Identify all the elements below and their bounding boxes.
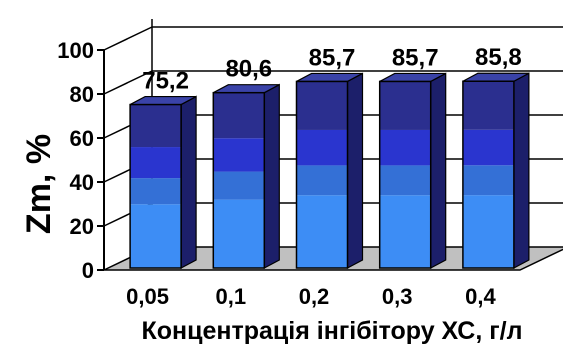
- bar-band: [296, 81, 348, 130]
- bar-band: [379, 165, 431, 196]
- data-label: 80,6: [225, 56, 272, 83]
- bar-band: [379, 195, 431, 268]
- bar-band: [296, 195, 348, 268]
- x-axis-title: Концентрація інгібітору ХС, г/л: [142, 317, 523, 345]
- bar-side: [346, 72, 364, 269]
- x-tick-label: 0,2: [299, 284, 330, 309]
- bar-side: [180, 95, 197, 269]
- data-label: 85,8: [475, 44, 522, 71]
- bar-band: [213, 199, 265, 268]
- bar-side: [263, 83, 280, 269]
- bar-band: [130, 178, 182, 205]
- gridline-side: [103, 70, 153, 95]
- bar-outline: [212, 91, 266, 269]
- y-tick-label: 0: [82, 258, 94, 283]
- bar-side: [513, 72, 530, 269]
- data-labels: 75,2 80,6 85,7 85,7 85,8: [142, 44, 522, 94]
- bar: [212, 83, 280, 269]
- bar-band: [213, 92, 265, 139]
- bar: [129, 95, 197, 269]
- bar-band: [462, 195, 514, 268]
- data-label: 85,7: [392, 44, 439, 71]
- bar-band: [462, 81, 514, 130]
- data-label: 85,7: [309, 44, 356, 71]
- y-tick-label: 20: [70, 214, 94, 239]
- bar-outline: [129, 103, 182, 269]
- bar: [462, 72, 530, 269]
- x-tick-label: 0,05: [126, 284, 169, 309]
- bar-band: [213, 138, 265, 172]
- gridline-side: [103, 26, 153, 51]
- bar-band: [296, 129, 348, 166]
- bar-band: [379, 81, 431, 130]
- bar-band: [130, 147, 182, 179]
- bar-band: [130, 204, 182, 268]
- bar-band: [296, 165, 348, 196]
- bar-side: [430, 72, 447, 269]
- bar-outline: [295, 80, 349, 269]
- bar: [295, 72, 364, 269]
- bar-outline: [378, 80, 432, 269]
- bar-band: [379, 129, 431, 166]
- x-tick-label: 0,3: [382, 284, 413, 309]
- y-tick-label: 40: [70, 170, 94, 195]
- bar-band: [213, 171, 265, 200]
- bars: [129, 72, 530, 269]
- bar-band: [130, 104, 182, 148]
- y-axis: [97, 49, 105, 271]
- x-tick-labels: 0,05 0,1 0,2 0,3 0,4: [126, 284, 496, 309]
- bar-outline: [462, 80, 515, 269]
- x-tick-label: 0,4: [465, 284, 496, 309]
- y-tick-label: 100: [57, 38, 94, 63]
- y-axis-title: Zm, %: [20, 134, 58, 234]
- bar-band: [462, 165, 514, 196]
- bar: [378, 72, 447, 269]
- x-tick-label: 0,1: [216, 284, 247, 309]
- y-tick-label: 80: [70, 82, 94, 107]
- bar-band: [462, 129, 514, 166]
- y-tick-label: 60: [70, 126, 94, 151]
- y-tick-labels: 0 20 40 60 80 100: [57, 38, 94, 283]
- data-label: 75,2: [142, 68, 189, 95]
